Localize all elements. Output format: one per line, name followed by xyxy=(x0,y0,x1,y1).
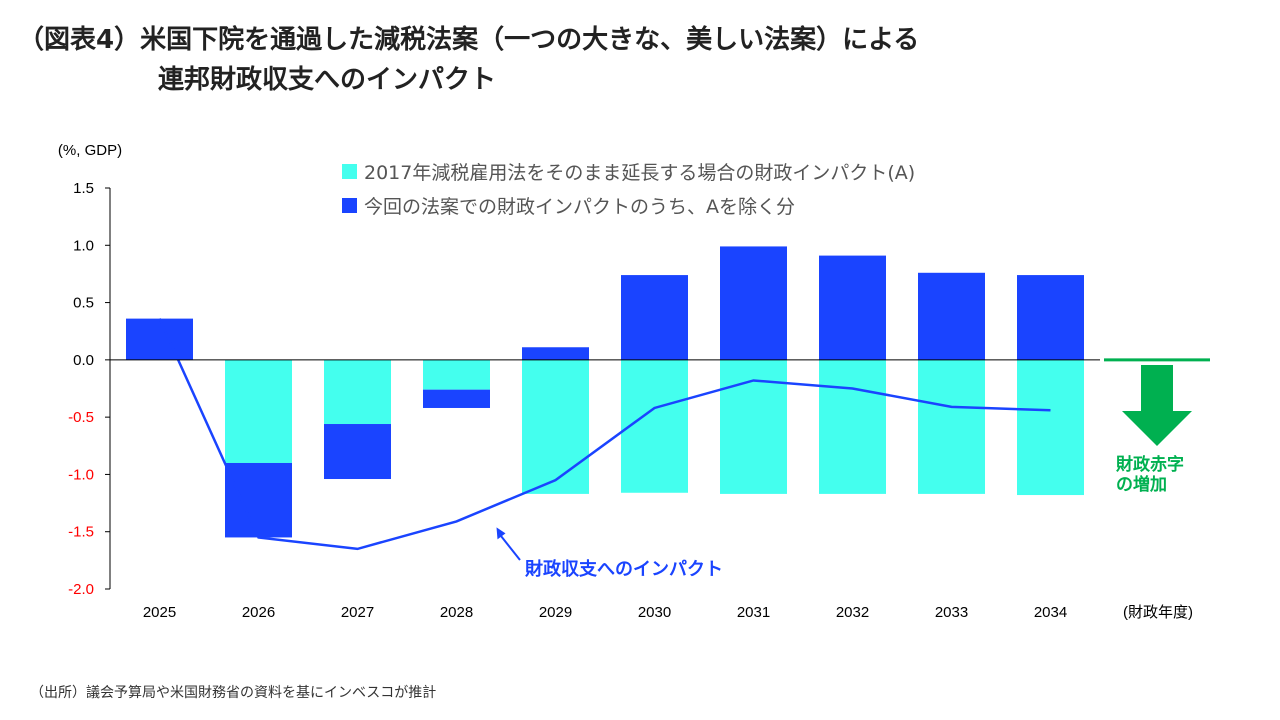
x-tick-label: 2027 xyxy=(341,604,374,621)
bar-series1-2034 xyxy=(1017,359,1084,496)
legend-swatch-2 xyxy=(342,198,357,213)
bar-series1-2032 xyxy=(819,359,886,494)
bar-series2-2029 xyxy=(522,347,589,360)
bar-series1-2033 xyxy=(918,359,985,494)
x-tick-label: 2029 xyxy=(539,604,572,621)
deficit-annotation-line-2: の増加 xyxy=(1116,474,1167,495)
bar-series1-2030 xyxy=(621,359,688,493)
chart-title: （図表4）米国下院を通過した減税法案（一つの大きな、美しい法案）による 連邦財政… xyxy=(18,20,919,100)
bar-series1-2027 xyxy=(324,359,391,425)
x-tick-label: 2032 xyxy=(836,604,869,621)
y-tick-label: -1.5 xyxy=(68,524,94,541)
y-tick-label: 0.5 xyxy=(73,295,94,312)
y-axis-label: (%, GDP) xyxy=(58,142,122,159)
source-note: （出所）議会予算局や米国財務省の資料を基にインベスコが推計 xyxy=(30,685,437,701)
x-tick-label: 2026 xyxy=(242,604,275,621)
bar-series2-2027 xyxy=(324,424,391,480)
bar-series2-2028 xyxy=(423,389,490,408)
bar-series2-2034 xyxy=(1017,275,1084,360)
line-callout-label: 財政収支へのインパクト xyxy=(525,558,723,580)
bar-series2-2026 xyxy=(225,462,292,538)
bar-series2-2030 xyxy=(621,275,688,360)
bar-series1-2029 xyxy=(522,359,589,494)
callout-arrow-head xyxy=(496,527,506,540)
title-line-1: （図表4）米国下院を通過した減税法案（一つの大きな、美しい法案）による xyxy=(18,25,920,55)
bar-series1-2028 xyxy=(423,359,490,390)
down-arrow-icon xyxy=(1122,365,1192,446)
y-tick-label: -2.0 xyxy=(68,581,94,598)
y-tick-label: -1.0 xyxy=(68,466,94,483)
x-axis-label: (財政年度) xyxy=(1123,604,1193,621)
impact-line xyxy=(158,318,1051,551)
bar-series2-2031 xyxy=(720,246,787,360)
callout-arrow-line xyxy=(499,534,521,561)
x-tick-label: 2033 xyxy=(935,604,968,621)
bar-series2-2025 xyxy=(126,318,193,360)
y-tick-label: 1.5 xyxy=(73,180,94,197)
x-tick-label: 2031 xyxy=(737,604,770,621)
y-tick-label: 1.0 xyxy=(73,237,94,254)
legend-label-2: 今回の法案での財政インパクトのうち、Aを除く分 xyxy=(364,196,795,218)
x-tick-label: 2028 xyxy=(440,604,473,621)
y-tick-label: -0.5 xyxy=(68,409,94,426)
x-tick-label: 2025 xyxy=(143,604,176,621)
title-line-2: 連邦財政収支へのインパクト xyxy=(158,65,497,95)
bar-series1-2026 xyxy=(225,359,292,463)
x-tick-label: 2034 xyxy=(1034,604,1067,621)
legend-label-1: 2017年減税雇用法をそのまま延長する場合の財政インパクト(A) xyxy=(364,162,915,184)
y-tick-label: 0.0 xyxy=(73,352,94,369)
deficit-annotation-line-1: 財政赤字 xyxy=(1115,454,1184,475)
bar-series2-2033 xyxy=(918,272,985,360)
bar-series2-2032 xyxy=(819,255,886,360)
x-tick-label: 2030 xyxy=(638,604,671,621)
legend-swatch-1 xyxy=(342,164,357,179)
